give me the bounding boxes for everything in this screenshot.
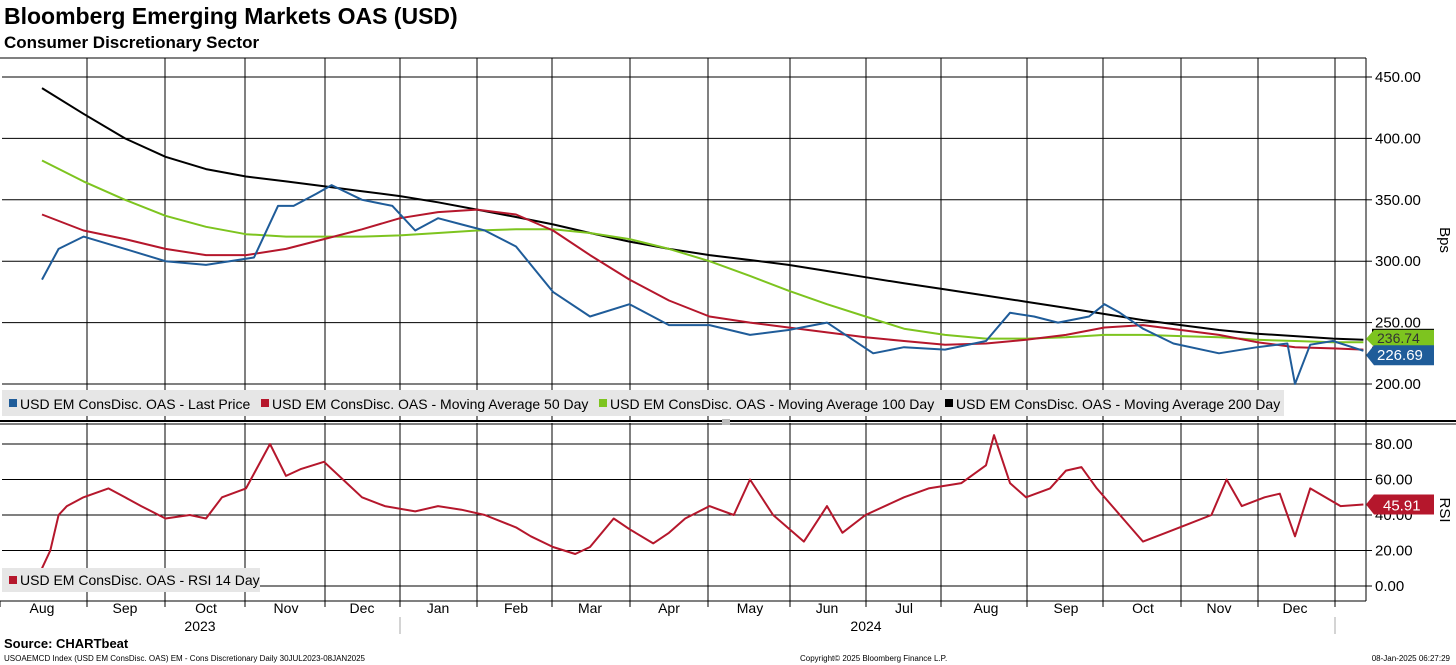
legend-entry[interactable]: USD EM ConsDisc. OAS - RSI 14 Day xyxy=(20,572,260,588)
chart-title: Bloomberg Emerging Markets OAS (USD) xyxy=(4,3,458,29)
legend-entry[interactable]: USD EM ConsDisc. OAS - Moving Average 50… xyxy=(272,396,588,412)
panel-splitter-handle[interactable] xyxy=(722,419,730,425)
legend-background-lower xyxy=(2,568,260,592)
yaxis-title-upper: Bps xyxy=(1436,227,1453,253)
ytick-label-upper: 300.00 xyxy=(1375,253,1421,270)
badge-ma100 xyxy=(1366,329,1434,347)
chart-frame xyxy=(0,57,1456,602)
badge-ma100-text: 236.74 xyxy=(1377,330,1420,346)
xtick-label-month: Mar xyxy=(578,600,602,616)
footer-copyright: Copyright© 2025 Bloomberg Finance L.P. xyxy=(800,654,948,663)
ytick-label-lower: 0.00 xyxy=(1375,578,1404,595)
xtick-label-month: Oct xyxy=(1132,600,1154,616)
xtick-label-month: Dec xyxy=(1283,600,1308,616)
ytick-label-lower: 20.00 xyxy=(1375,543,1413,560)
legend-entry[interactable]: USD EM ConsDisc. OAS - Moving Average 20… xyxy=(956,396,1280,412)
xtick-label-month: Jun xyxy=(816,600,839,616)
ytick-label-upper: 350.00 xyxy=(1375,192,1421,209)
xtick-label-month: Aug xyxy=(30,600,55,616)
badge-rsi xyxy=(1366,494,1434,515)
xtick-label-month: Feb xyxy=(504,600,528,616)
ytick-label-upper: 450.00 xyxy=(1375,69,1421,86)
ytick-label-lower: 60.00 xyxy=(1375,472,1413,489)
footer-ticker-info: USOAEMCD Index (USD EM ConsDisc. OAS) EM… xyxy=(4,654,366,663)
xtick-label-month: Oct xyxy=(195,600,217,616)
footer-timestamp: 08-Jan-2025 06:27:29 xyxy=(1371,654,1450,663)
axes: 200.00 250.00 300.00 350.00 400.00 450.00 0.00… xyxy=(0,69,1453,634)
lower-panel-series xyxy=(41,434,1364,569)
xtick-label-month: Aug xyxy=(974,600,999,616)
badge-rsi-text: 45.91 xyxy=(1383,498,1421,515)
legend-entry[interactable]: USD EM ConsDisc. OAS - Last Price xyxy=(20,396,250,412)
series-line-ma100 xyxy=(41,159,1364,344)
xtick-label-month: Jul xyxy=(895,600,913,616)
upper-panel-series xyxy=(41,87,1364,385)
series-line-last_price xyxy=(41,184,1364,385)
xtick-label-month: Nov xyxy=(274,600,299,616)
xtick-label-month: Jan xyxy=(427,600,450,616)
xtick-label-month: May xyxy=(737,600,763,616)
xtick-label-month: Sep xyxy=(113,600,138,616)
ytick-label-lower: 80.00 xyxy=(1375,436,1413,453)
ytick-label-upper: 200.00 xyxy=(1375,376,1421,393)
legend-swatch xyxy=(261,399,269,407)
ytick-label-upper: 250.00 xyxy=(1375,315,1421,332)
ytick-label-upper: 400.00 xyxy=(1375,130,1421,147)
xtick-label-month: Dec xyxy=(350,600,375,616)
legend-entry[interactable]: USD EM ConsDisc. OAS - Moving Average 10… xyxy=(610,396,934,412)
legend-swatch xyxy=(599,399,607,407)
series-line-ma200 xyxy=(41,87,1364,341)
xtick-label-year: 2024 xyxy=(850,618,881,634)
xtick-label-month: Sep xyxy=(1054,600,1079,616)
xtick-label-month: Nov xyxy=(1207,600,1232,616)
series-line-rsi xyxy=(41,434,1364,569)
series-line-ma50 xyxy=(41,208,1364,351)
legend-swatch xyxy=(9,399,17,407)
source-label: Source: CHARTbeat xyxy=(4,636,129,651)
legends: USD EM ConsDisc. OAS - Last Price USD EM … xyxy=(2,390,1284,592)
legend-background-upper xyxy=(2,390,1284,416)
legend-swatch xyxy=(945,399,953,407)
badge-last-price-text: 226.69 xyxy=(1377,347,1423,364)
legend-swatch xyxy=(9,576,17,584)
xtick-label-month: Apr xyxy=(658,600,680,616)
chart-subtitle: Consumer Discretionary Sector xyxy=(4,33,260,52)
yaxis-title-lower: RSI xyxy=(1436,497,1453,522)
badge-last-price xyxy=(1366,345,1434,366)
xtick-label-year: 2023 xyxy=(184,618,215,634)
